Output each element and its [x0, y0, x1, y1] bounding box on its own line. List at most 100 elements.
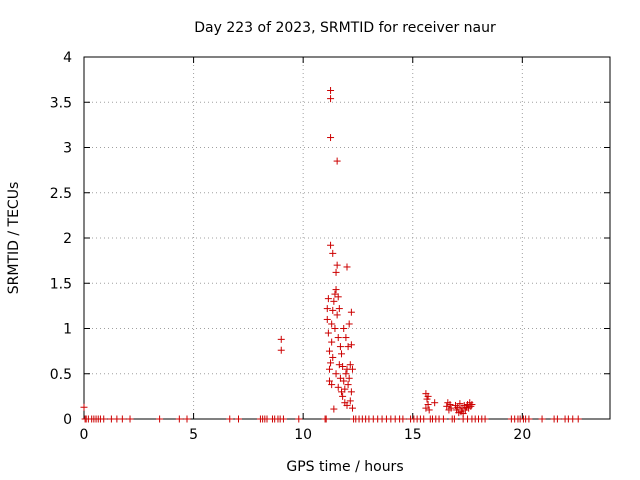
data-point	[295, 415, 303, 423]
data-point	[456, 400, 464, 408]
data-point	[332, 268, 340, 276]
data-point	[235, 415, 243, 423]
data-point	[431, 399, 439, 407]
x-tick-label: 20	[513, 427, 531, 443]
data-point	[277, 335, 285, 343]
y-tick-label: 0.5	[50, 367, 72, 383]
data-point	[347, 341, 355, 349]
data-point	[331, 325, 339, 332]
data-point	[342, 370, 350, 378]
y-tick-label: 2	[63, 231, 72, 247]
data-point	[339, 363, 347, 371]
data-point	[323, 315, 331, 323]
data-point	[424, 401, 432, 409]
data-point	[344, 381, 352, 389]
data-point	[468, 401, 476, 409]
data-point	[336, 343, 344, 351]
data-point	[340, 325, 348, 332]
data-point	[439, 415, 447, 423]
data-point	[450, 415, 458, 423]
data-point	[100, 415, 108, 423]
data-point	[279, 415, 287, 423]
data-point	[346, 361, 354, 369]
chart-title: Day 223 of 2023, SRMTID for receiver nau…	[194, 20, 496, 36]
data-point	[525, 415, 533, 423]
data-point	[327, 241, 335, 249]
x-tick-label: 15	[404, 427, 422, 443]
data-point	[443, 402, 451, 410]
data-point	[538, 415, 546, 423]
data-point	[341, 385, 349, 393]
data-point	[328, 338, 336, 346]
data-point	[481, 415, 489, 423]
data-point	[333, 311, 341, 319]
data-point	[156, 415, 164, 423]
data-point	[80, 403, 88, 411]
x-tick-label: 10	[294, 427, 312, 443]
y-tick-label: 3.5	[50, 95, 72, 111]
grid	[84, 57, 610, 419]
y-tick-label: 3	[63, 141, 72, 157]
data-point	[332, 286, 340, 294]
data-point	[323, 305, 331, 313]
data-point	[447, 404, 455, 412]
x-tick-label: 5	[189, 427, 198, 443]
data-point	[325, 347, 333, 355]
data-point	[425, 406, 433, 414]
axis-ticks: 0 5 10 15 20 0 0.5 1 1.5 2 2.5 3 3.5 4	[50, 50, 610, 443]
data-point	[334, 383, 342, 391]
data-point	[454, 403, 462, 411]
data-point	[277, 346, 285, 354]
data-point	[327, 86, 335, 94]
data-point	[226, 415, 234, 423]
data-point	[348, 365, 356, 373]
y-tick-label: 2.5	[50, 186, 72, 202]
data-point	[338, 350, 346, 358]
data-point	[324, 295, 332, 303]
data-point	[327, 359, 335, 367]
data-point	[343, 401, 351, 409]
y-tick-label: 1	[63, 322, 72, 338]
y-tick-label: 4	[63, 50, 72, 66]
data-point	[339, 392, 347, 400]
data-point	[344, 343, 352, 351]
data-point	[325, 365, 333, 373]
data-point	[126, 415, 134, 423]
data-point	[325, 377, 333, 385]
data-point	[330, 297, 338, 305]
x-tick-label: 0	[80, 427, 89, 443]
data-point	[342, 334, 350, 342]
data-point	[327, 134, 335, 142]
data-point	[333, 261, 341, 269]
data-point	[332, 370, 340, 378]
data-points	[80, 86, 582, 423]
data-point	[340, 377, 348, 385]
data-point	[329, 353, 337, 361]
data-point	[348, 404, 356, 412]
data-point	[329, 249, 337, 257]
data-point	[574, 415, 582, 423]
data-point	[424, 392, 432, 400]
data-point	[399, 415, 407, 423]
data-point	[343, 263, 351, 271]
data-point	[324, 329, 332, 337]
data-point	[322, 415, 330, 423]
data-point	[329, 306, 337, 314]
data-point	[345, 320, 353, 328]
data-point	[183, 415, 191, 423]
data-point	[118, 415, 126, 423]
data-point	[328, 320, 336, 328]
data-point	[328, 381, 336, 389]
data-point	[347, 388, 355, 396]
data-point	[330, 405, 338, 413]
x-axis-title: GPS time / hours	[286, 459, 403, 475]
data-point	[422, 404, 430, 412]
data-point	[446, 401, 454, 409]
data-point	[347, 308, 355, 316]
data-point	[175, 415, 183, 423]
data-point	[333, 157, 341, 165]
data-point	[553, 415, 561, 423]
y-axis-title: SRMTID / TECUs	[6, 182, 22, 295]
data-point	[335, 305, 343, 313]
y-tick-label: 0	[63, 412, 72, 428]
